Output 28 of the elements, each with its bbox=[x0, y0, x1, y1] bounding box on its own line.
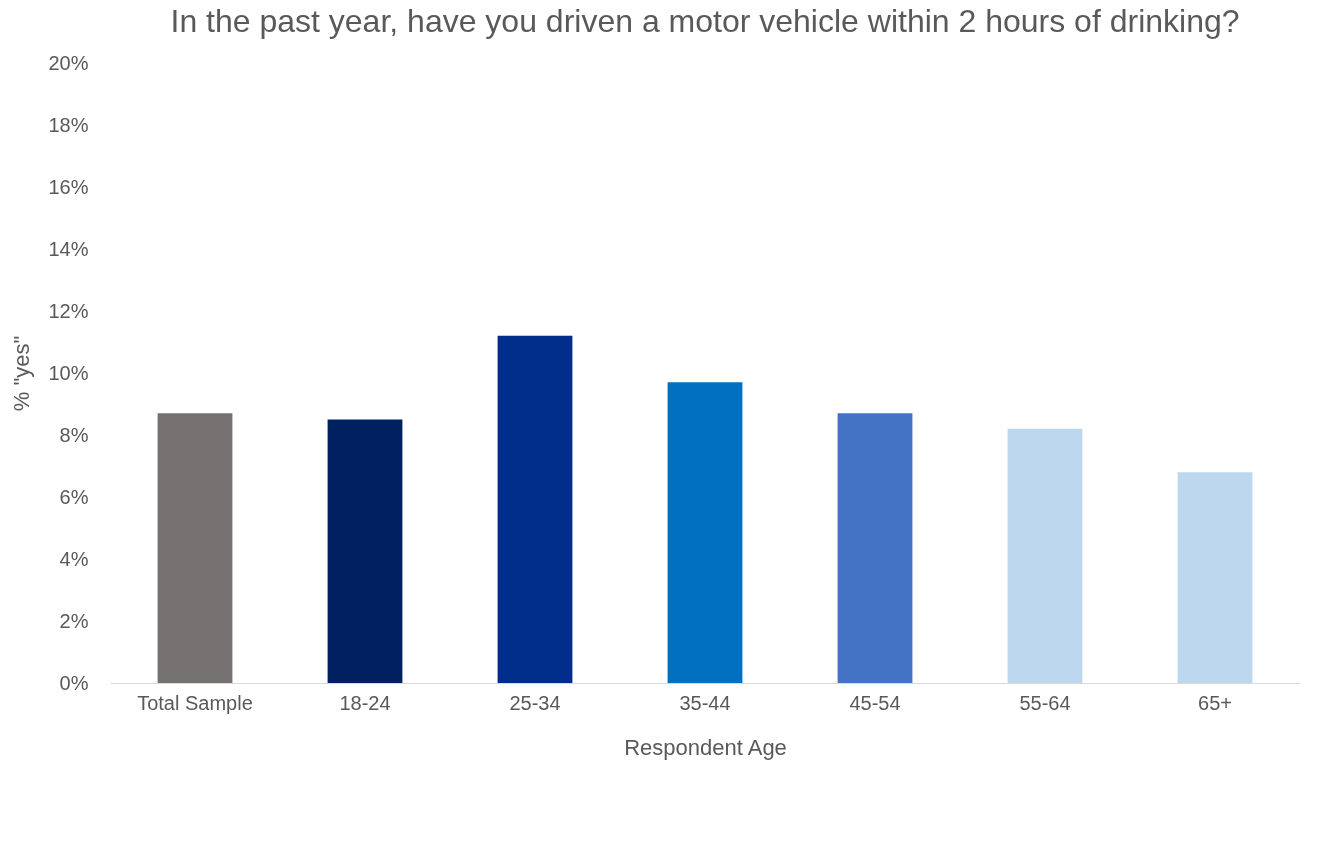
chart-title: In the past year, have you driven a motor vehicle within 2 hours of drinking? bbox=[170, 3, 1240, 39]
x-tick-label: 65+ bbox=[1198, 691, 1232, 714]
x-tick-label: 45-54 bbox=[849, 691, 901, 714]
y-tick-label: 0% bbox=[59, 671, 89, 694]
y-tick-label: 12% bbox=[48, 299, 89, 322]
bar bbox=[157, 413, 233, 683]
x-tick-label: 35-44 bbox=[679, 691, 731, 714]
y-axis-title: % "yes" bbox=[9, 335, 35, 412]
bar bbox=[327, 419, 403, 683]
y-tick-label: 6% bbox=[59, 485, 89, 508]
x-tick-label: 25-34 bbox=[509, 691, 561, 714]
bar bbox=[1007, 428, 1083, 683]
bar bbox=[837, 413, 913, 683]
y-tick-label: 2% bbox=[59, 609, 89, 632]
x-tick-label: 55-64 bbox=[1019, 691, 1071, 714]
y-tick-label: 18% bbox=[48, 113, 89, 136]
y-tick-label: 20% bbox=[48, 51, 89, 74]
bar bbox=[1177, 472, 1253, 683]
y-tick-label: 4% bbox=[59, 547, 89, 570]
y-tick-label: 8% bbox=[59, 423, 89, 446]
y-tick-label: 14% bbox=[48, 237, 89, 260]
x-tick-label: Total Sample bbox=[137, 691, 253, 714]
y-tick-label: 10% bbox=[48, 361, 89, 384]
bar bbox=[497, 335, 573, 683]
bar bbox=[667, 382, 743, 683]
y-tick-label: 16% bbox=[48, 175, 89, 198]
x-axis-title: Respondent Age bbox=[624, 734, 787, 760]
x-tick-label: 18-24 bbox=[339, 691, 391, 714]
